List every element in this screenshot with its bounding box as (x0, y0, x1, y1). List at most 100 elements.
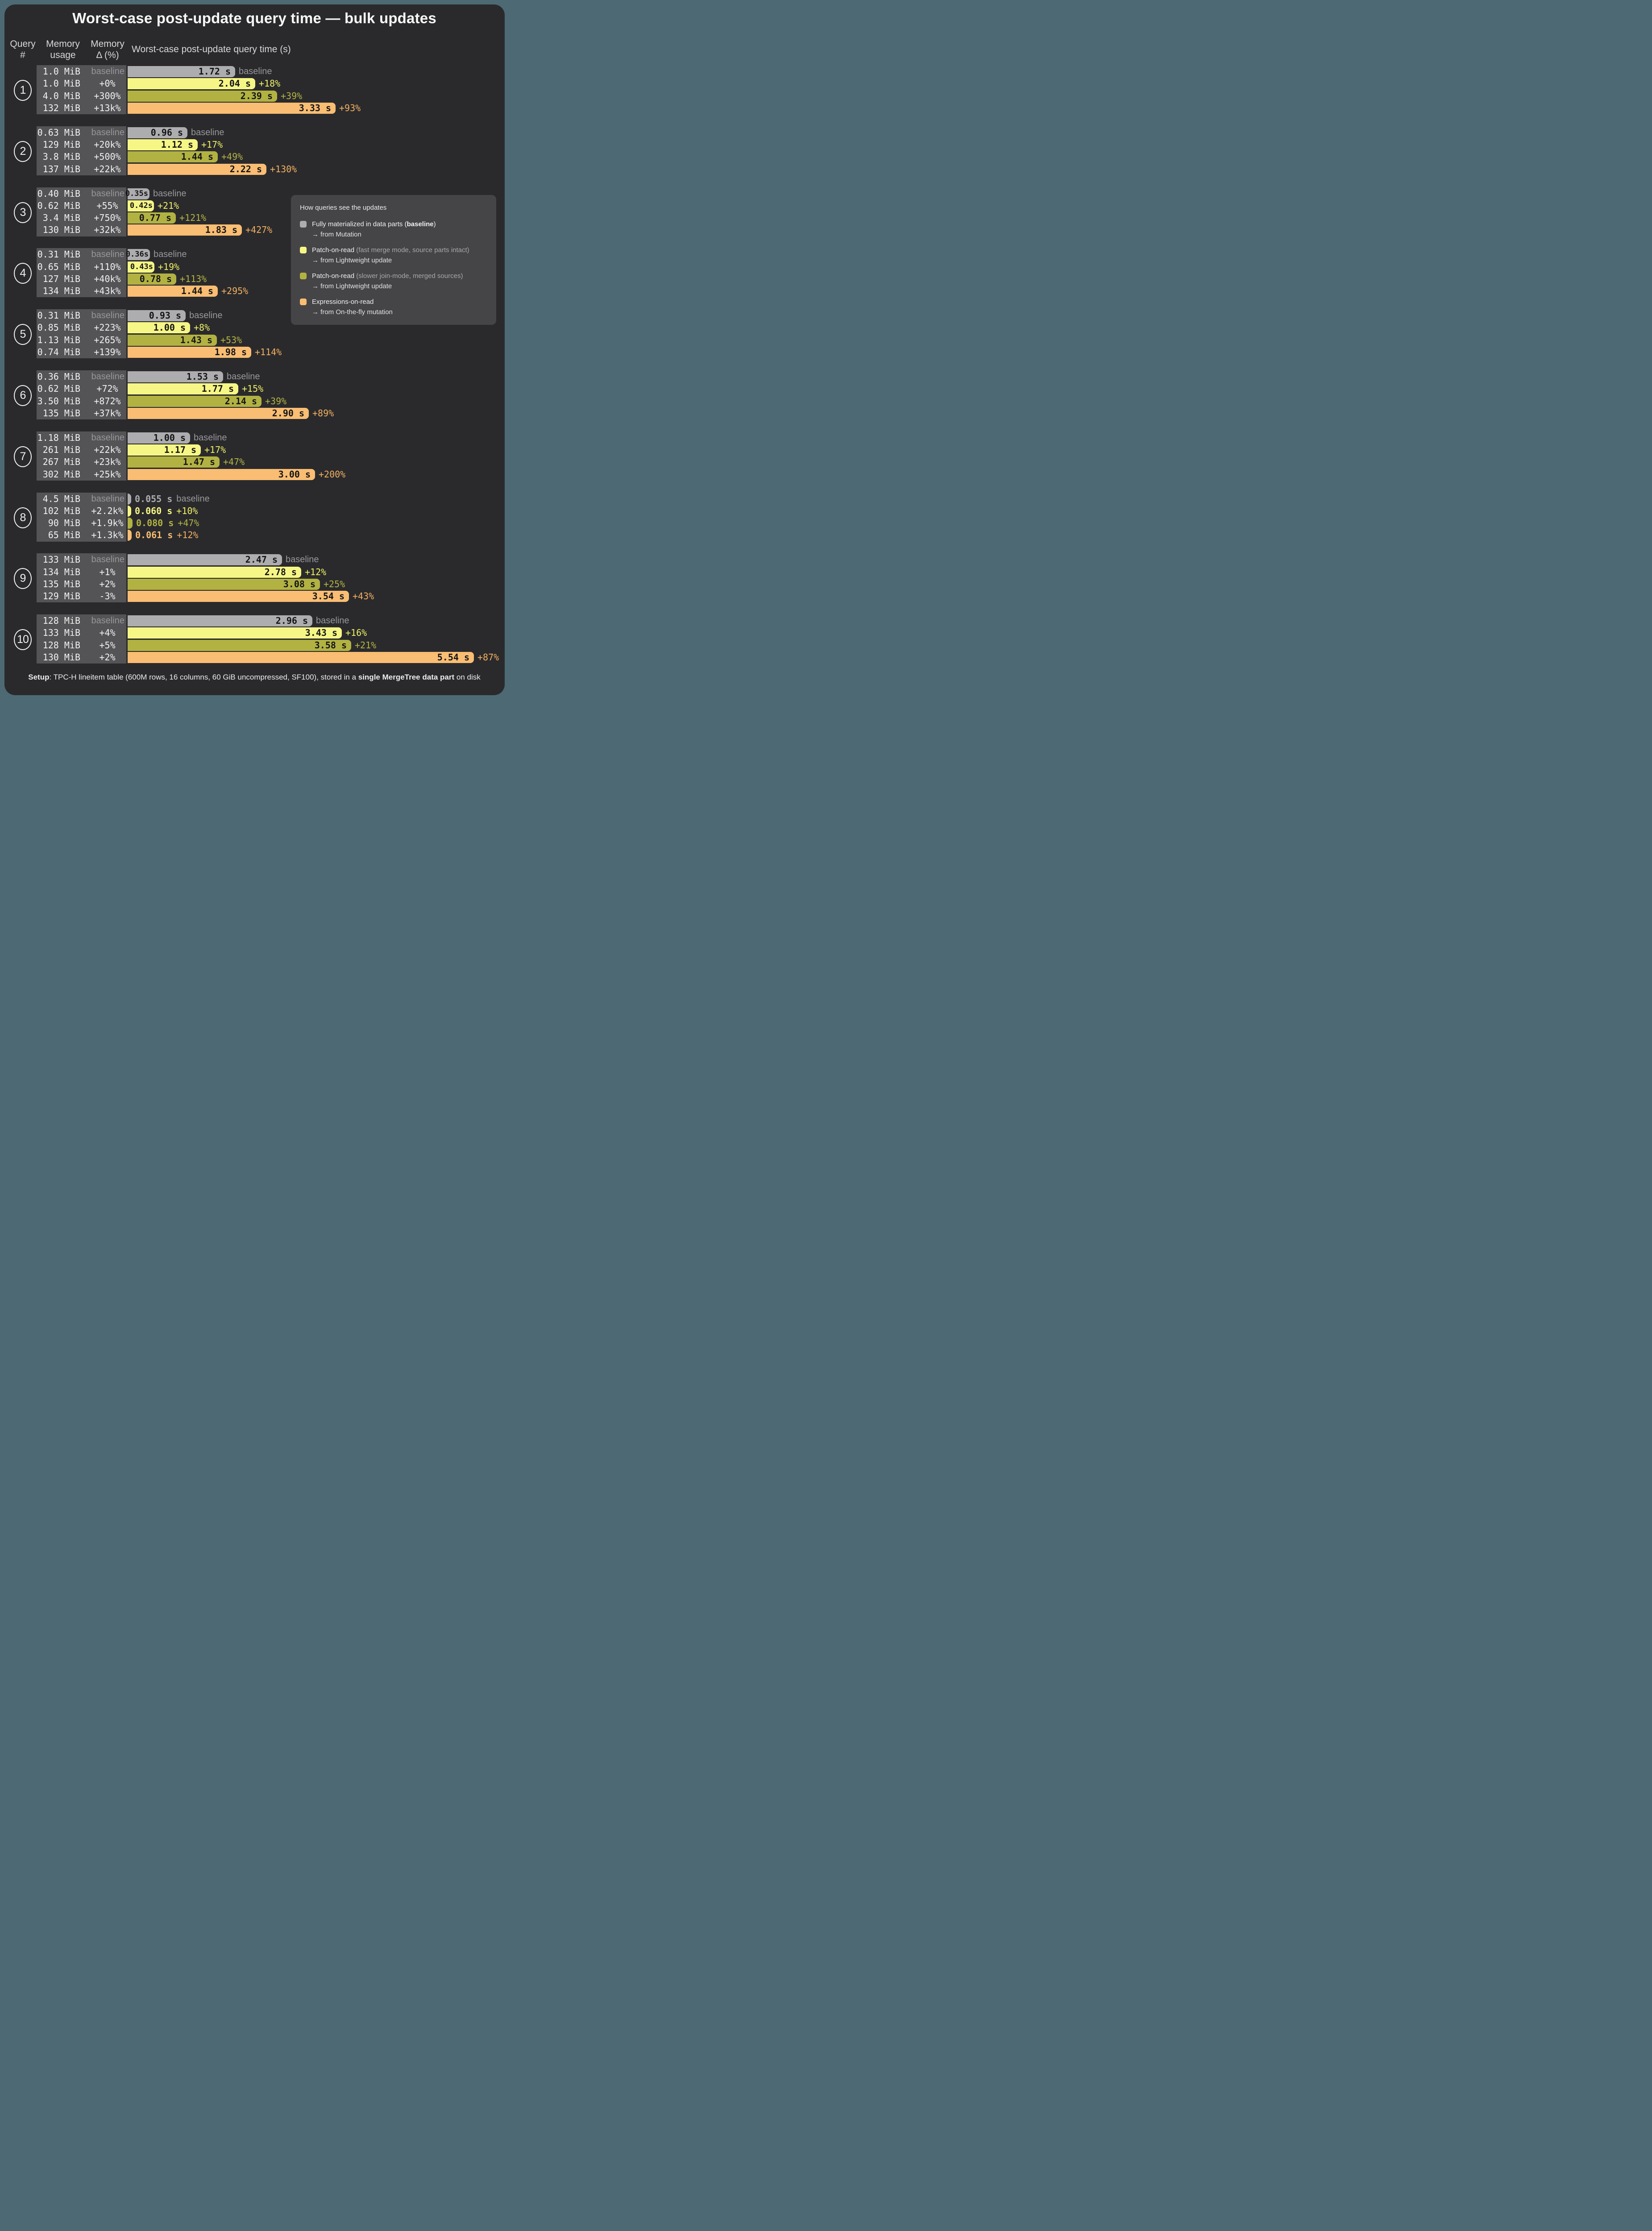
memory-delta-value: +1% (99, 566, 116, 577)
chart-row: 1.0 MiB +0% 2.04 s +18% (0, 78, 509, 90)
memory-usage-value: 1.13 MiB (37, 334, 80, 345)
bar-suffix: +121% (179, 212, 206, 224)
percent-change-label: +17% (204, 444, 226, 456)
time-value-label: 0.061 s (135, 530, 173, 541)
memory-delta-value: -3% (99, 591, 116, 602)
query-group: 1 1.0 MiB baseline 1.72 s baseline 1.0 M… (0, 65, 509, 116)
legend-sublabel: → from Lightweight update (312, 257, 392, 264)
bar-suffix: +43% (353, 591, 374, 602)
time-value-label: 1.44 s (181, 286, 213, 297)
legend-label: Expressions-on-read (312, 298, 374, 306)
bar-suffix: 0.055 s baseline (135, 493, 210, 505)
percent-change-label: baseline (239, 66, 272, 76)
percent-change-label: baseline (153, 188, 187, 199)
time-bar: 5.54 s (128, 651, 474, 663)
memory-delta-value: baseline (91, 493, 125, 504)
setup-footnote: Setup: TPC-H lineitem table (600M rows, … (28, 673, 481, 681)
query-number: 3 (20, 206, 26, 219)
time-bar: 0.78 s (128, 273, 176, 285)
memory-delta-value: +500% (94, 151, 121, 162)
query-number: 8 (20, 511, 26, 524)
legend-item-patch-fast: Patch-on-read (fast merge mode, source p… (300, 245, 487, 265)
chart-row: 130 MiB +32k% 1.83 s +427% (0, 224, 509, 236)
memory-usage-value: 130 MiB (42, 651, 80, 663)
time-value-label: 2.22 s (229, 163, 262, 174)
memory-delta-value: baseline (91, 555, 125, 565)
time-value-label: 0.060 s (135, 505, 173, 516)
chart-title: Worst-case post-update query time — bulk… (72, 10, 436, 26)
bar-suffix: baseline (316, 615, 349, 626)
query-number: 6 (20, 389, 26, 402)
memory-delta-value: +13k% (94, 102, 121, 113)
memory-delta-value: +223% (94, 322, 121, 333)
time-bar: 0.35s (125, 188, 149, 199)
time-value-label: 2.47 s (245, 554, 278, 565)
chart-row: 0.65 MiB +110% 0.43s +19% (0, 261, 509, 273)
percent-change-label: +295% (221, 286, 249, 297)
time-value-label: 3.43 s (305, 627, 337, 639)
chart-row: 128 MiB +5% 3.58 s +21% (0, 639, 509, 651)
time-value-label: 2.78 s (264, 566, 297, 577)
time-value-label: 2.90 s (272, 407, 304, 419)
memory-delta-value: +1.3k% (91, 530, 124, 541)
bar-suffix: +17% (201, 139, 223, 150)
query-number-badge: 10 (14, 629, 32, 651)
percent-change-label: +89% (312, 407, 334, 419)
memory-usage-value: 102 MiB (42, 505, 80, 516)
chart-row: 261 MiB +22k% 1.17 s +17% (0, 444, 509, 456)
time-bar (128, 505, 131, 517)
memory-delta-value: +300% (94, 90, 121, 101)
memory-usage-value: 0.36 MiB (37, 371, 80, 382)
memory-usage-value: 128 MiB (42, 615, 80, 626)
chart-row: 302 MiB +25k% 3.00 s +200% (0, 469, 509, 480)
memory-panel (37, 553, 126, 603)
time-bar: 3.08 s (128, 578, 320, 590)
time-value-label: 3.08 s (283, 578, 315, 589)
bar-suffix: 0.061 s +12% (135, 530, 198, 541)
memory-delta-value: +265% (94, 334, 121, 345)
time-bar: 2.39 s (128, 90, 277, 102)
query-number: 4 (20, 267, 26, 280)
memory-delta-value: +2% (99, 578, 116, 589)
memory-usage-value: 65 MiB (48, 530, 80, 541)
memory-delta-value: baseline (91, 188, 125, 199)
memory-usage-value: 0.62 MiB (37, 200, 80, 211)
time-bar: 1.43 s (128, 334, 217, 346)
memory-usage-value: 267 MiB (42, 456, 80, 468)
legend-item-patch-join: Patch-on-read (slower join-mode, merged … (300, 271, 487, 291)
percent-change-label: +17% (201, 139, 223, 150)
memory-usage-value: 129 MiB (42, 139, 80, 150)
time-value-label: 1.98 s (214, 346, 247, 357)
time-value-label: 1.47 s (183, 456, 215, 468)
memory-delta-value: +0% (99, 78, 116, 89)
memory-delta-value: +4% (99, 627, 116, 639)
memory-delta-value: +5% (99, 639, 116, 651)
time-value-label: 0.42s (129, 201, 153, 210)
bar-suffix: +427% (245, 224, 272, 236)
time-value-label: 0.78 s (139, 273, 172, 284)
chart-row: 132 MiB +13k% 3.33 s +93% (0, 102, 509, 114)
query-number-badge: 1 (14, 80, 32, 101)
memory-delta-value: baseline (91, 127, 125, 137)
bar-suffix: +89% (312, 408, 334, 419)
memory-delta-value: +1.9k% (91, 518, 124, 529)
time-value-label: 1.44 s (181, 151, 213, 162)
time-value-label: 3.00 s (278, 469, 311, 480)
memory-panel (37, 492, 126, 542)
page: { "chart_data": { "type": "bar", "title"… (0, 0, 509, 698)
column-header-query: Query # (7, 38, 38, 61)
chart-row: 0.62 MiB +72% 1.77 s +15% (0, 383, 509, 395)
time-bar: 0.96 s (128, 127, 187, 138)
memory-delta-value: baseline (91, 66, 125, 76)
time-bar: 1.44 s (128, 151, 218, 163)
time-bar: 3.58 s (128, 639, 351, 651)
query-number: 1 (20, 84, 26, 96)
time-value-label: 1.00 s (153, 432, 186, 443)
query-number-badge: 9 (14, 568, 32, 589)
chart-row: 129 MiB -3% 3.54 s +43% (0, 591, 509, 602)
percent-change-label: +15% (242, 383, 264, 394)
time-bar: 0.93 s (128, 310, 186, 322)
legend-swatch-patch-join (300, 273, 307, 279)
bar-suffix: +17% (204, 444, 226, 456)
bar-suffix: +21% (158, 200, 179, 211)
